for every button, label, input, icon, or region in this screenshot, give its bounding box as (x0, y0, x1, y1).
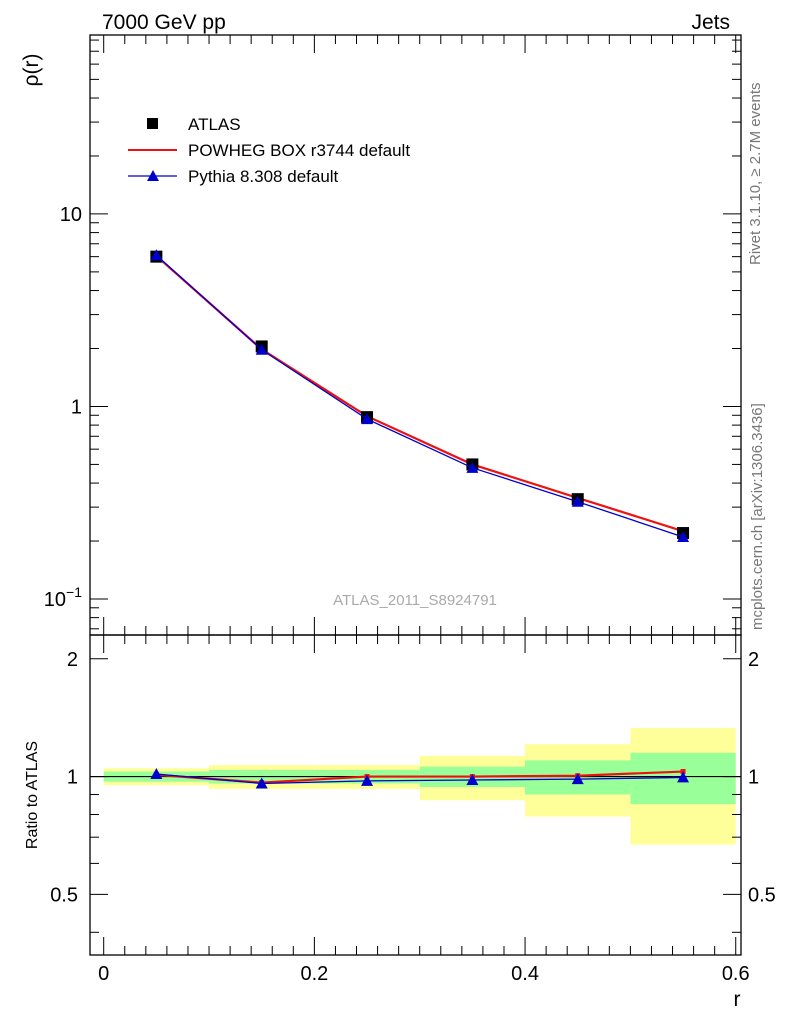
legend-atlas-marker (147, 118, 158, 129)
ratio-y-tick-label-right: 1 (748, 767, 759, 789)
main-series (150, 249, 690, 542)
main-y-tick-labels: 10−1 1 10 (44, 204, 82, 611)
x-tick-label: 0 (98, 963, 109, 985)
ratio-y-tick-labels: 0.5 0.5 1 1 2 2 (50, 649, 776, 907)
legend-pythia-label: Pythia 8.308 default (188, 167, 339, 186)
legend-pythia-marker (147, 170, 159, 181)
main-ticks (90, 35, 741, 635)
pythia-point (255, 343, 268, 355)
ratio-y-tick-label-left: 0.5 (50, 884, 78, 906)
ratio-pythia-point (677, 771, 690, 783)
x-tick-labels: 0 0.2 0.4 0.6 (98, 963, 750, 985)
ratio-pythia-point (466, 773, 479, 785)
main-y-axis-label: ρ(r) (20, 54, 43, 87)
legend: ATLAS POWHEG BOX r3744 default Pythia 8.… (128, 115, 410, 186)
main-y-tick-label: 10−1 (44, 584, 82, 611)
ratio-pythia-point (571, 773, 584, 785)
ratio-y-axis-label: Ratio to ATLAS (24, 741, 41, 849)
ratio-panel: 0.5 0.5 1 1 2 2 0 0.2 0.4 0.6 Ratio to ATLAS r (24, 634, 776, 1011)
main-y-tick-label: 10 (60, 204, 82, 226)
watermark: ATLAS_2011_S8924791 (333, 592, 497, 609)
ratio-ticks (90, 635, 741, 955)
header-left: 7000 GeV pp (102, 11, 226, 34)
main-panel: 10−1 1 10 ρ(r) ATLAS_2011_S8924791 ATLAS P… (20, 34, 742, 636)
ratio-y-tick-label-left: 1 (67, 767, 78, 789)
ratio-bands (103, 728, 736, 845)
legend-atlas-label: ATLAS (188, 115, 241, 134)
powheg-line (155, 255, 684, 533)
rivet-label: Rivet 3.1.10, ≥ 2.7M events (747, 83, 764, 266)
ratio-frame (89, 634, 742, 956)
ratio-y-tick-label-left: 2 (67, 649, 78, 671)
pythia-point (466, 461, 479, 473)
x-tick-label: 0.6 (722, 963, 750, 985)
legend-item-atlas: ATLAS (147, 115, 241, 134)
legend-item-powheg: POWHEG BOX r3744 default (128, 141, 410, 160)
legend-powheg-label: POWHEG BOX r3744 default (188, 141, 410, 160)
ratio-y-tick-label-right: 0.5 (748, 884, 776, 906)
ratio-pythia-line (156, 773, 684, 785)
pythia-point (361, 413, 374, 425)
ratio-pythia-point (150, 768, 163, 780)
pythia-line (155, 254, 684, 538)
ratio-pythia-point (361, 774, 374, 786)
mcplots-label: mcplots.cern.ch [arXiv:1306.3436] (749, 403, 766, 630)
ratio-series (150, 768, 690, 789)
ratio-y-tick-label-right: 2 (748, 649, 759, 671)
legend-item-pythia: Pythia 8.308 default (128, 167, 339, 186)
x-axis-label: r (734, 988, 741, 1011)
header-right: Jets (691, 11, 730, 34)
x-tick-label: 0.4 (511, 963, 539, 985)
x-tick-label: 0.2 (300, 963, 328, 985)
pythia-point (677, 530, 690, 542)
pythia-point (571, 495, 584, 507)
ratio-pythia-point (255, 777, 268, 789)
main-y-tick-label: 1 (71, 396, 82, 418)
pythia-point (150, 249, 163, 261)
